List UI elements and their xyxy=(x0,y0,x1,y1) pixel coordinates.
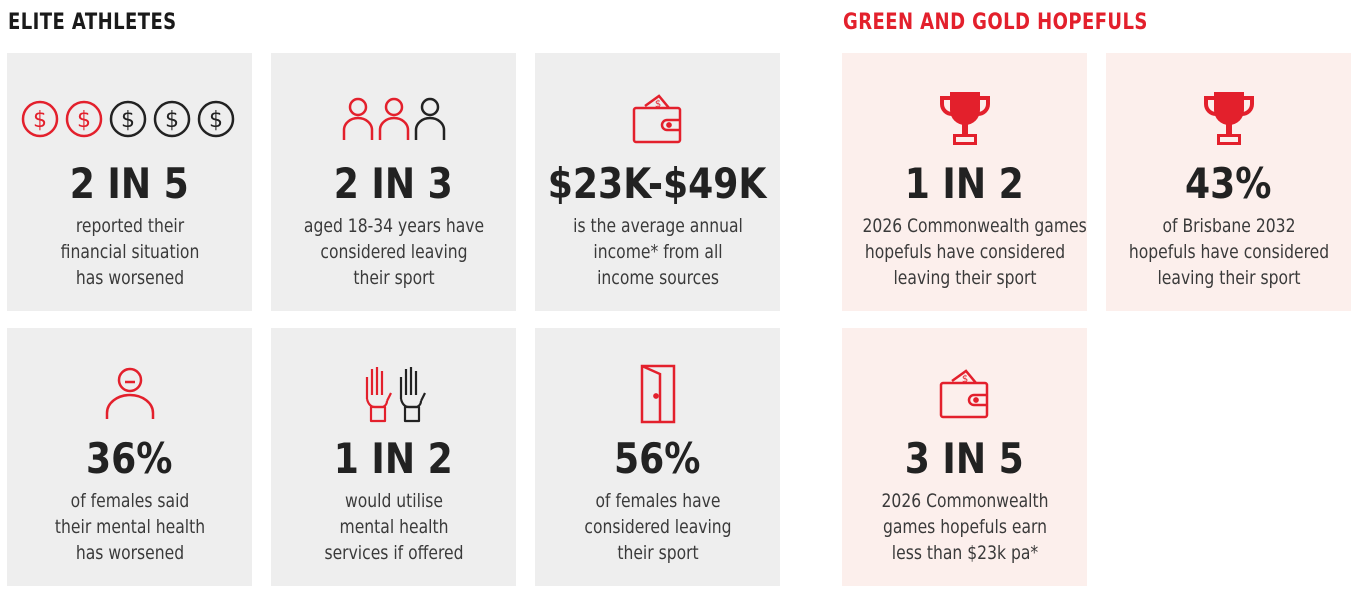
stat-card-leaving-18-34: 2 IN 3 aged 18-34 years have considered l… xyxy=(271,53,516,311)
stat-description: reported their financial situation has wor… xyxy=(60,215,199,289)
wallet-icon: $ xyxy=(938,358,992,430)
people-icon xyxy=(342,83,446,155)
stat-description: 2026 Commonwealth games hopefuls earn less… xyxy=(881,490,1048,564)
stat-value: 3 IN 5 xyxy=(904,434,1025,483)
section-title-elite: ELITE ATHLETES xyxy=(8,10,177,35)
stat-description: of Brisbane 2032 hopefuls have considered… xyxy=(1128,215,1329,289)
svg-text:$: $ xyxy=(33,108,47,133)
stat-value: 2 IN 5 xyxy=(69,159,190,208)
stat-description: 2026 Commonwealth games hopefuls have con… xyxy=(862,215,1087,289)
stat-card-mental-health-females: 36% of females said their mental health ha… xyxy=(7,328,252,586)
stat-description: of females have considered leaving their s… xyxy=(583,490,732,564)
stat-value: 1 IN 2 xyxy=(904,159,1025,208)
svg-text:$: $ xyxy=(654,99,660,110)
stat-description: of females said their mental health has wo… xyxy=(54,490,205,564)
stat-card-commonwealth-leaving: 1 IN 2 2026 Commonwealth games hopefuls h… xyxy=(842,53,1087,311)
trophy-icon xyxy=(936,83,994,155)
stat-value: 43% xyxy=(1185,159,1272,208)
stat-card-leaving-females: 56% of females have considered leaving the… xyxy=(535,328,780,586)
sad-person-icon xyxy=(104,358,156,430)
stat-card-commonwealth-earnings: $ 3 IN 5 2026 Commonwealth games hopefuls… xyxy=(842,328,1087,586)
stat-card-brisbane-leaving: 43% of Brisbane 2032 hopefuls have consid… xyxy=(1106,53,1351,311)
stat-value: 1 IN 2 xyxy=(333,434,454,483)
stat-card-mental-health-services: 1 IN 2 would utilise mental health service… xyxy=(271,328,516,586)
svg-text:$: $ xyxy=(209,108,223,133)
stat-card-income: $ $23K-$49K is the average annual income*… xyxy=(535,53,780,311)
stat-value: 56% xyxy=(614,434,701,483)
dollar-coins-icon: $ $ $ $ $ xyxy=(20,83,240,155)
stat-card-financial: $ $ $ $ $ 2 IN 5 reported their financial… xyxy=(7,53,252,311)
stat-value: 36% xyxy=(86,434,173,483)
stat-value: $23K-$49K xyxy=(548,159,767,208)
stat-description: is the average annual income* from all inc… xyxy=(572,215,743,289)
trophy-icon xyxy=(1200,83,1258,155)
section-title-hopefuls: GREEN AND GOLD HOPEFULS xyxy=(843,10,1148,35)
stat-description: would utilise mental health services if of… xyxy=(323,490,464,564)
svg-text:$: $ xyxy=(77,108,91,133)
raised-hands-icon xyxy=(361,358,427,430)
wallet-icon: $ xyxy=(631,83,685,155)
svg-text:$: $ xyxy=(165,108,179,133)
door-icon xyxy=(638,358,678,430)
svg-text:$: $ xyxy=(121,108,135,133)
svg-text:$: $ xyxy=(961,374,967,385)
stat-description: aged 18-34 years have considered leaving t… xyxy=(303,215,484,289)
stat-value: 2 IN 3 xyxy=(333,159,454,208)
